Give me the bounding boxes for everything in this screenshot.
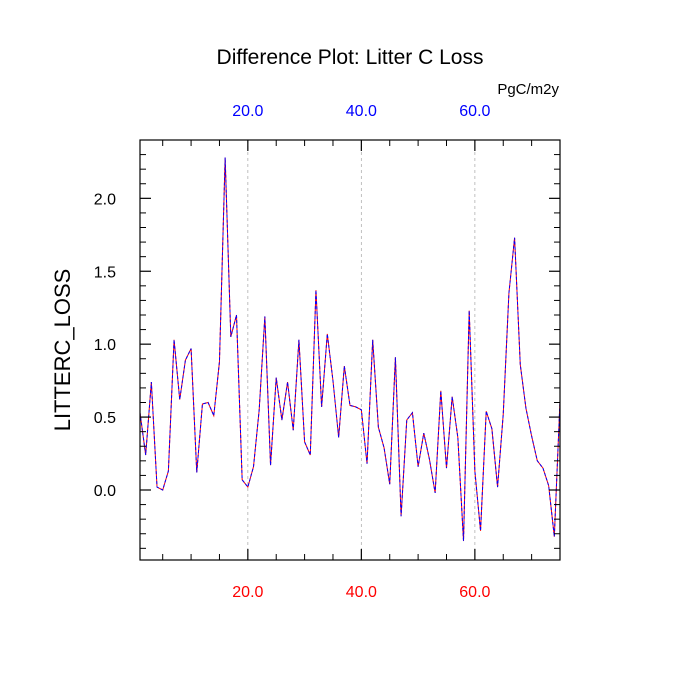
- x-tick-label-bottom-1: 40.0: [346, 584, 377, 601]
- grid-lines: [247, 140, 476, 560]
- x-tick-label-bottom-2: 60.0: [459, 584, 490, 601]
- y-tick-label-4: 2.0: [94, 191, 116, 208]
- series-lines: [139, 157, 561, 542]
- y-tick-label-1: 0.5: [94, 410, 116, 427]
- tick-labels: 20.0 20.0 40.0 40.0 60.0 60.0 0.0 0.5 1.0 1.5 2.0: [94, 103, 491, 601]
- y-tick-label-0: 0.0: [94, 483, 116, 500]
- x-tick-label-top-2: 60.0: [459, 103, 490, 120]
- y-tick-label-2: 1.0: [94, 337, 116, 354]
- plot-frame: [139, 139, 561, 561]
- y-tick-label-3: 1.5: [94, 264, 116, 281]
- x-tick-label-top-0: 20.0: [232, 103, 263, 120]
- x-tick-label-top-1: 40.0: [346, 103, 377, 120]
- x-tick-label-bottom-0: 20.0: [232, 584, 263, 601]
- axis-ticks: [140, 140, 561, 560]
- chart-title: Difference Plot: Litter C Loss: [217, 46, 484, 69]
- y-axis-label: LITTERC_LOSS: [50, 269, 75, 432]
- series-line-blue: [139, 157, 561, 542]
- units-label: PgC/m2y: [497, 81, 559, 98]
